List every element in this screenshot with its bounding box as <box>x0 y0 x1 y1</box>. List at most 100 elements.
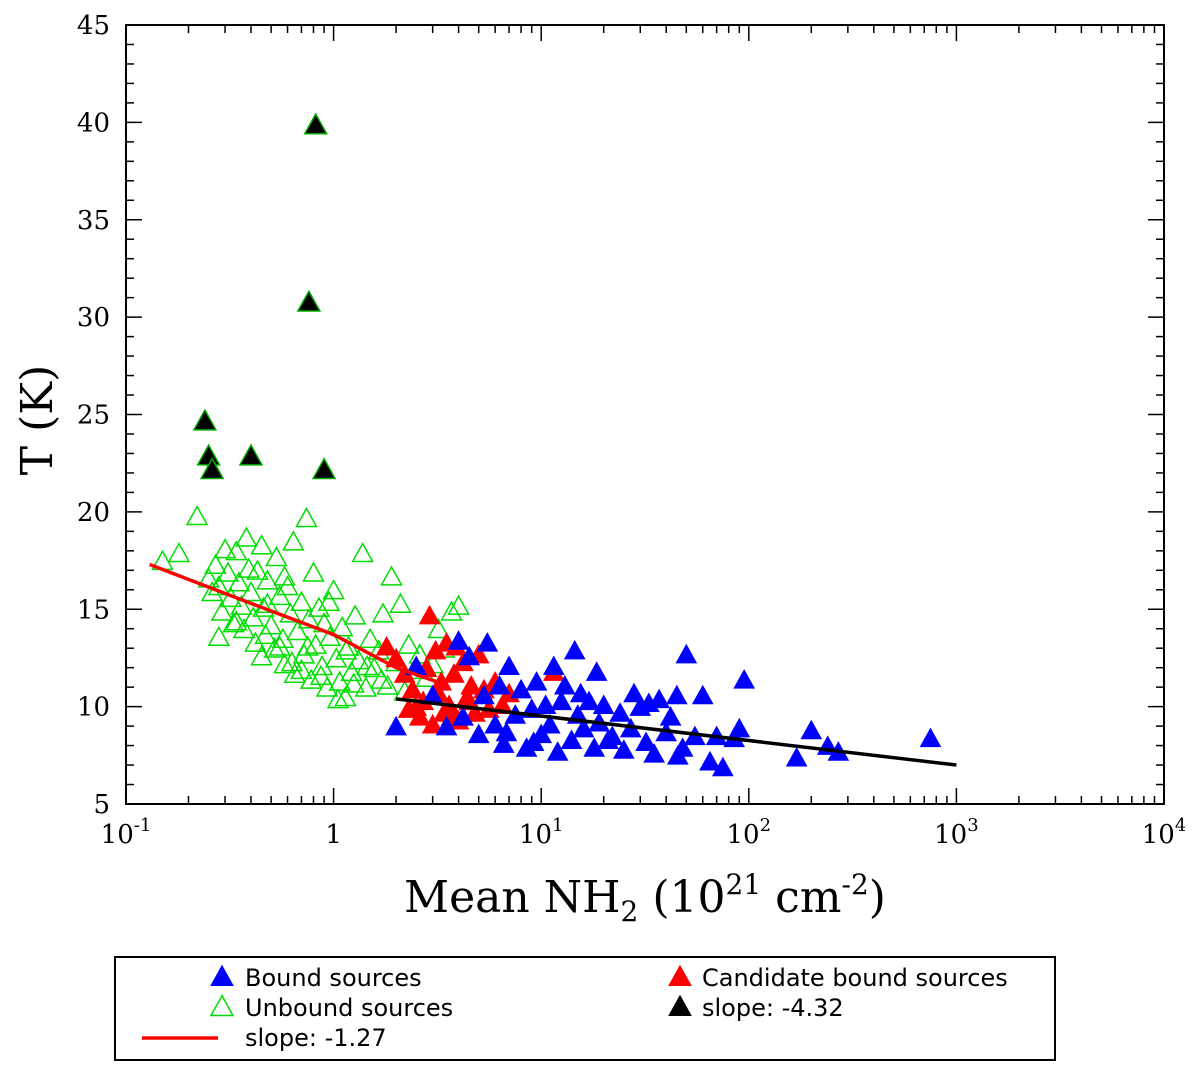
data-point <box>597 729 619 750</box>
y-tick-label: 20 <box>77 498 110 528</box>
y-tick-label: 10 <box>77 693 110 723</box>
data-point <box>273 565 296 586</box>
data-point <box>225 610 248 631</box>
data-point <box>297 608 321 629</box>
data-point <box>232 617 256 639</box>
data-point <box>572 717 595 738</box>
x-tick-label: 102 <box>727 815 772 850</box>
data-point <box>185 505 209 526</box>
data-point <box>637 692 660 713</box>
data-point <box>538 713 561 734</box>
data-point <box>491 694 514 714</box>
data-point <box>447 594 470 615</box>
y-tick-label: 45 <box>77 11 110 41</box>
data-point <box>418 604 441 625</box>
data-point <box>488 674 511 695</box>
data-point <box>207 575 231 596</box>
data-point <box>370 668 393 689</box>
data-point <box>222 612 245 633</box>
data-point <box>244 631 267 652</box>
data-point <box>235 526 258 547</box>
data-point <box>498 655 520 676</box>
data-point <box>495 721 518 742</box>
data-point <box>204 553 227 574</box>
data-point <box>342 672 365 693</box>
data-point <box>334 639 358 660</box>
data-point <box>380 565 403 586</box>
y-tick-label: 30 <box>77 303 110 333</box>
data-point <box>290 658 313 680</box>
data-point <box>592 694 615 714</box>
legend-entry: Candidate bound sources <box>668 964 1008 992</box>
data-point <box>225 540 248 561</box>
data-point <box>322 579 345 600</box>
y-tick-label: 40 <box>77 108 110 138</box>
data-point <box>246 559 269 580</box>
y-axis-title: T (K) <box>12 365 63 476</box>
x-tick-label: 10-1 <box>101 815 152 850</box>
data-point <box>510 678 532 699</box>
data-point <box>452 706 474 726</box>
data-point <box>238 443 264 466</box>
series-slope-4-32 <box>192 112 337 480</box>
data-point <box>546 741 569 761</box>
y-tick-label: 25 <box>77 401 110 431</box>
data-point <box>295 506 318 528</box>
data-point <box>343 604 367 625</box>
data-point <box>467 723 490 744</box>
data-point <box>609 702 631 722</box>
data-point <box>585 661 608 681</box>
legend-marker <box>668 964 692 987</box>
data-point <box>728 717 751 738</box>
data-point <box>785 747 808 767</box>
data-point <box>397 698 420 718</box>
data-point <box>666 745 689 765</box>
data-point <box>389 592 412 613</box>
data-point <box>401 678 424 699</box>
data-point <box>250 645 273 666</box>
data-point <box>351 542 374 563</box>
data-point <box>279 602 302 623</box>
data-point <box>283 662 307 684</box>
data-point <box>385 715 407 736</box>
data-point <box>237 557 260 578</box>
fit-lines <box>149 562 957 767</box>
data-point <box>358 627 382 648</box>
y-tick-label: 15 <box>77 595 110 625</box>
data-point <box>167 542 191 563</box>
x-tick-label: 104 <box>1142 815 1187 850</box>
data-point <box>800 719 823 740</box>
legend-label: slope: -1.27 <box>245 1024 387 1052</box>
data-point <box>330 616 354 637</box>
data-point <box>659 706 682 726</box>
legend-marker <box>210 964 234 987</box>
data-point <box>443 663 465 683</box>
data-point <box>256 592 279 613</box>
data-point <box>534 694 557 714</box>
data-points <box>151 112 942 777</box>
data-point <box>256 569 279 590</box>
data-point <box>623 682 645 703</box>
fit-line <box>395 697 957 767</box>
data-point <box>296 289 322 312</box>
y-tick-label: 5 <box>93 790 110 820</box>
data-point <box>303 112 328 135</box>
data-point <box>296 635 319 656</box>
data-point <box>476 632 499 652</box>
data-point <box>712 756 734 777</box>
legend-entry: Bound sources <box>210 964 422 992</box>
data-point <box>371 602 395 623</box>
x-tick-label: 101 <box>519 815 564 850</box>
data-point <box>525 671 548 691</box>
data-point <box>440 600 463 621</box>
data-point <box>207 625 231 647</box>
legend-box <box>114 956 1056 1061</box>
series-bound-sources <box>385 630 942 777</box>
data-point <box>286 619 309 641</box>
data-point <box>355 654 379 676</box>
data-point <box>290 590 313 611</box>
tick-labels: 10-1 1 101 102 103 104 5 10 15 20 25 30 35 40 45 <box>77 11 1186 850</box>
data-point <box>542 655 565 676</box>
data-point <box>675 643 698 664</box>
